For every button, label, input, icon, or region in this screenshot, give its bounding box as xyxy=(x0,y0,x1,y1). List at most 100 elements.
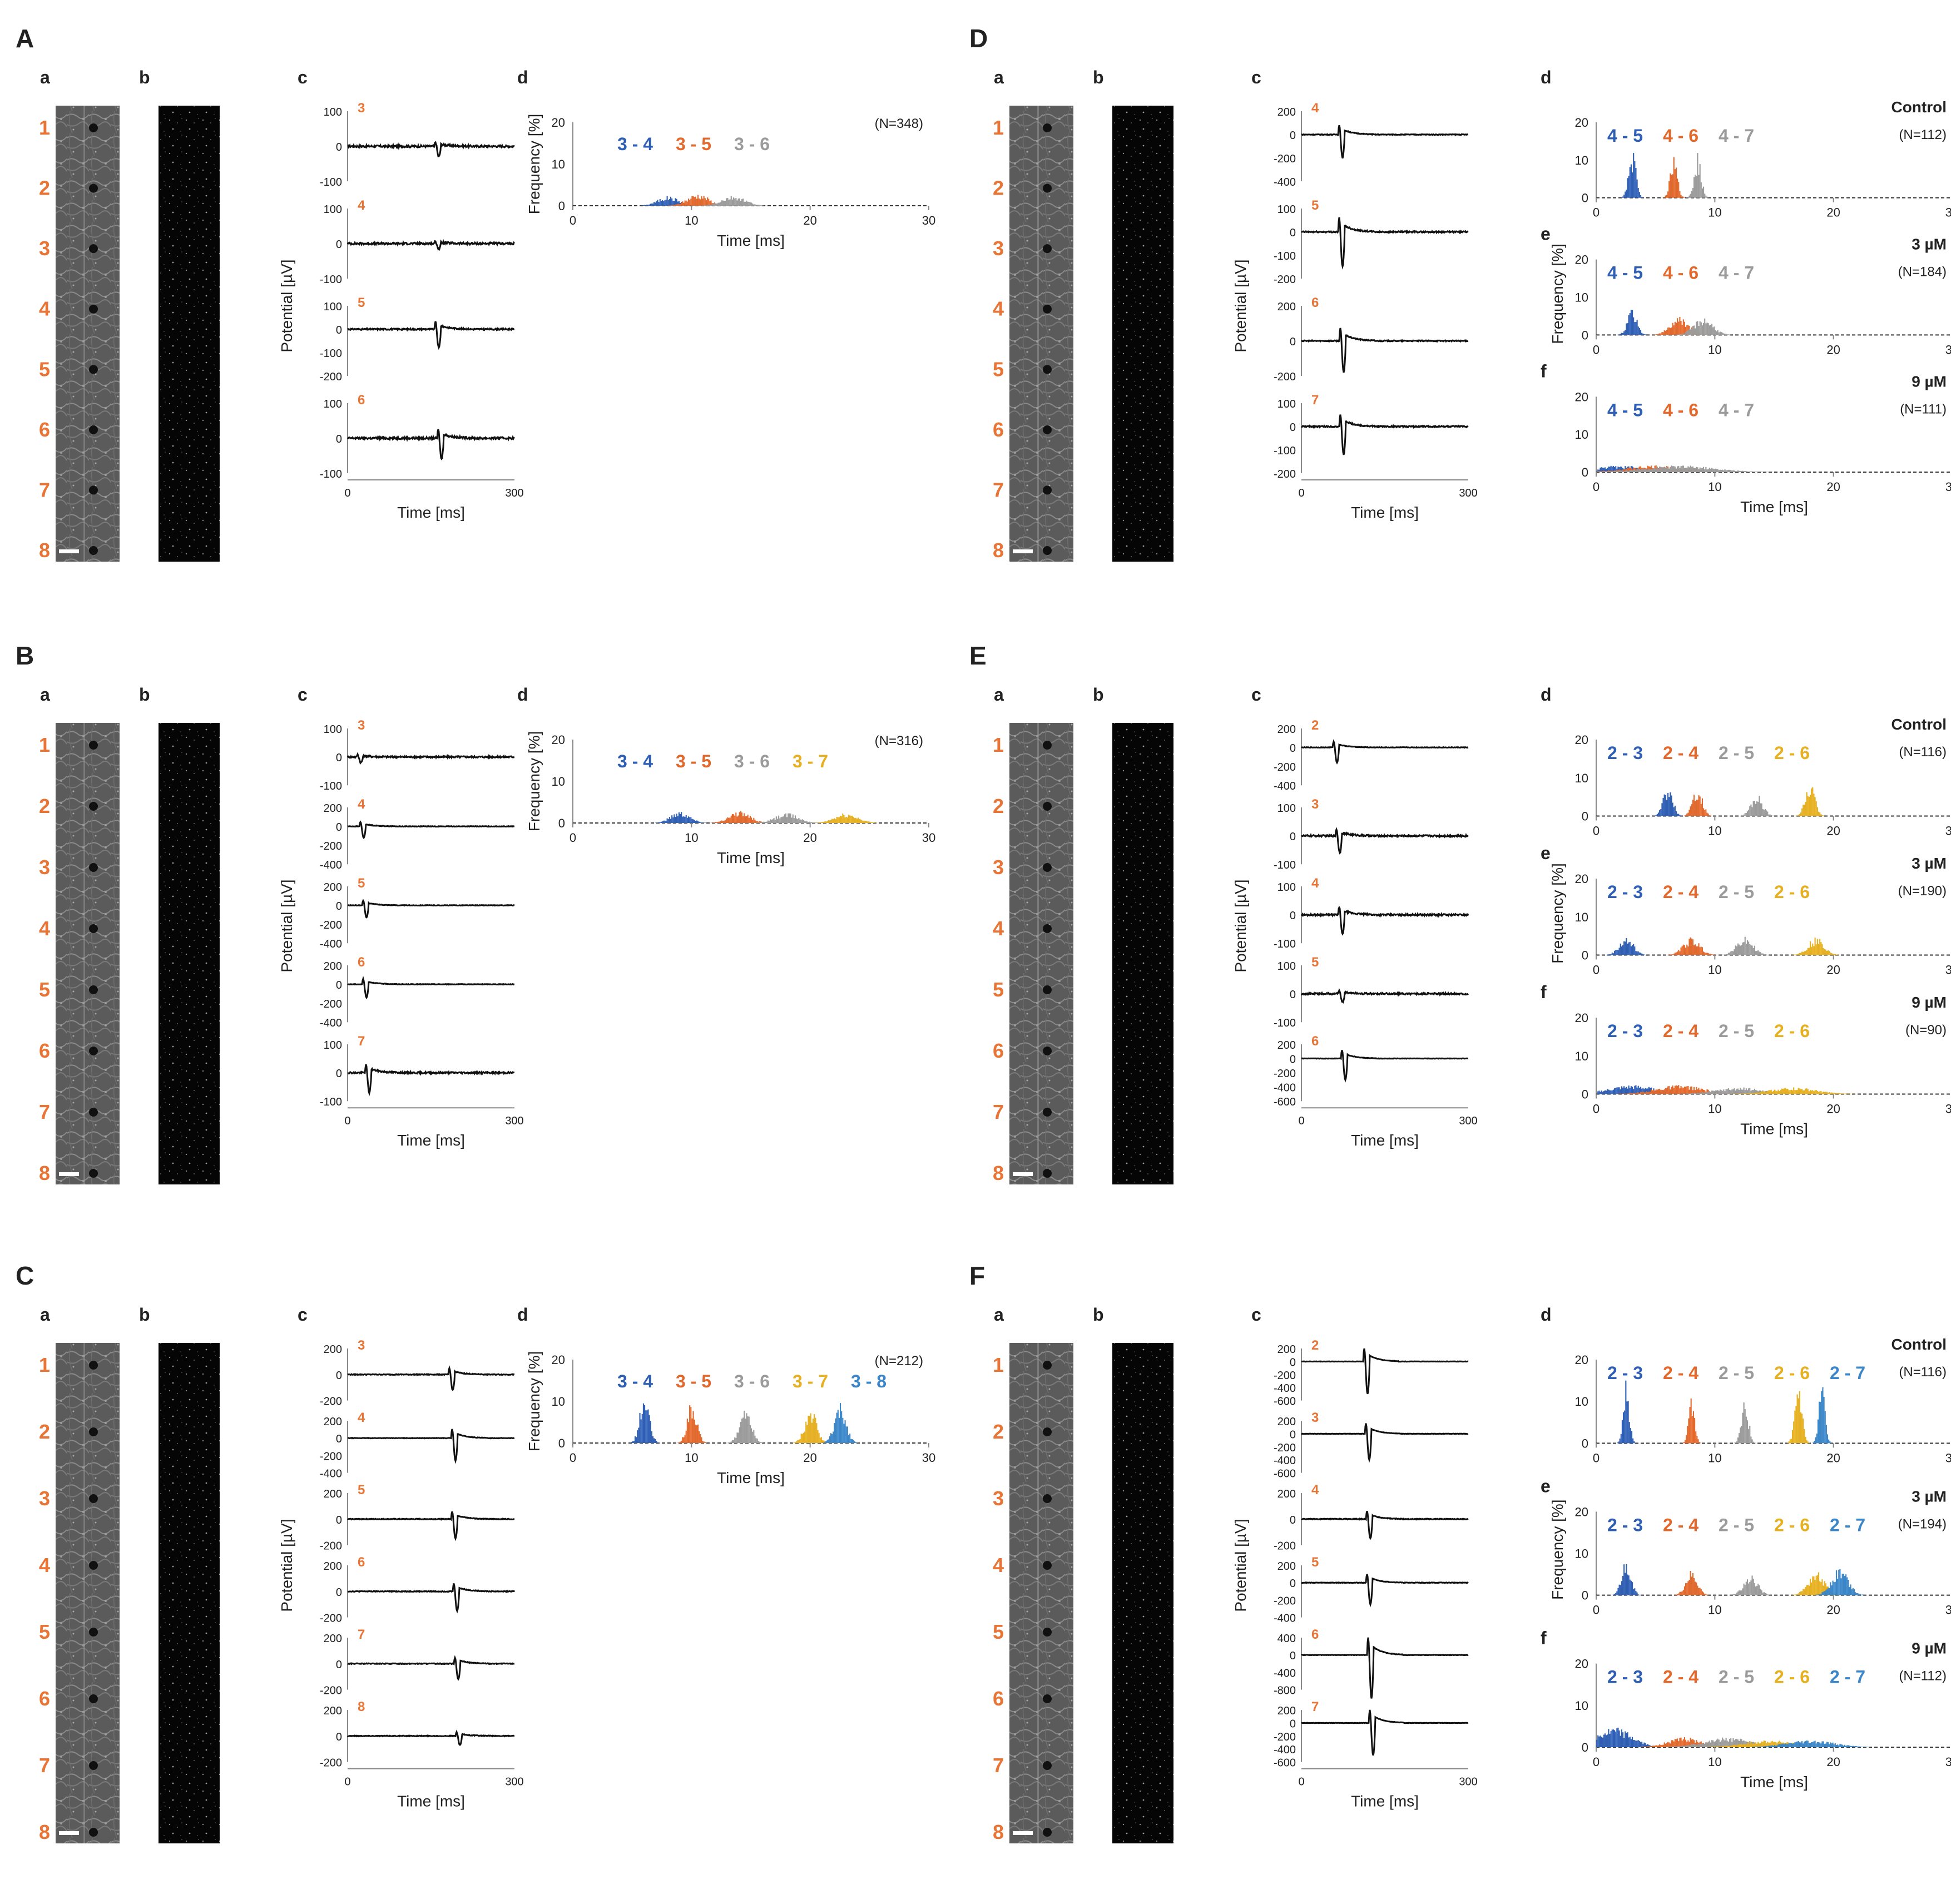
hist-bar xyxy=(1752,1743,1754,1747)
hist-bar xyxy=(1690,1398,1692,1444)
hist-bar xyxy=(794,1441,796,1443)
hist-bar xyxy=(1640,466,1642,472)
hist-bar xyxy=(1709,1091,1710,1094)
hist-bar xyxy=(1701,798,1703,816)
trace-channel-label: 4 xyxy=(358,198,365,213)
hist-bar xyxy=(1837,1093,1839,1094)
hist-bar xyxy=(729,817,731,823)
hist-bar xyxy=(1704,318,1706,335)
hist-bar xyxy=(1714,469,1715,472)
hist-bar xyxy=(1746,1579,1749,1595)
hist-x-tick: 10 xyxy=(1708,206,1721,220)
hist-bar xyxy=(696,1425,697,1443)
pair-label: 2 - 4 xyxy=(1663,1515,1699,1535)
hist-bar xyxy=(1691,1093,1692,1094)
hist-bar xyxy=(1685,468,1687,472)
hist-bar xyxy=(1741,1744,1742,1747)
trace-x-tick: 300 xyxy=(1459,1115,1477,1127)
hist-bar xyxy=(1792,1090,1794,1094)
hist-bar xyxy=(1742,470,1744,472)
hist-bar xyxy=(793,1442,795,1443)
hist-bar xyxy=(1752,801,1754,816)
hist-bar xyxy=(1609,954,1611,955)
hist-bar xyxy=(1690,465,1691,472)
hist-bar xyxy=(792,814,794,823)
hist-x-tick: 0 xyxy=(1593,343,1600,356)
hist-bar xyxy=(1637,951,1639,955)
hist-bar xyxy=(704,822,706,823)
hist-bar xyxy=(1767,1090,1769,1094)
hist-bar xyxy=(1686,814,1688,816)
hist-x-label: Time [ms] xyxy=(717,849,785,866)
electrode-number: 6 xyxy=(39,418,50,441)
pair-label: 3 - 5 xyxy=(676,751,711,771)
hist-bar xyxy=(719,202,720,206)
histogram: f2010001020302 - 32 - 42 - 52 - 62 - 79 … xyxy=(1541,1628,1951,1791)
hist-bar xyxy=(756,822,758,823)
electrode-dot xyxy=(89,802,98,811)
hist-bar xyxy=(1620,1089,1621,1094)
sublabel-d: d xyxy=(517,1305,528,1325)
trace-y-tick: -200 xyxy=(1274,371,1296,383)
hist-bar xyxy=(1627,323,1628,335)
trace-y-tick: 200 xyxy=(324,1416,342,1428)
hist-bar xyxy=(1735,1594,1736,1595)
hist-bar xyxy=(1838,1093,1840,1094)
hist-bar xyxy=(868,821,870,823)
hist-bar xyxy=(1655,1089,1657,1094)
hist-bar xyxy=(1677,318,1678,335)
hist-bar xyxy=(1622,196,1624,198)
hist-bar xyxy=(1759,1092,1760,1094)
hist-bar xyxy=(1640,469,1642,472)
pair-label: 2 - 3 xyxy=(1607,1667,1643,1687)
hist-bar xyxy=(696,820,697,823)
hist-bar xyxy=(1768,1594,1770,1595)
condition-label: 9 µM xyxy=(1912,1640,1947,1657)
hist-bar xyxy=(1829,951,1830,955)
trace-x-label: Time [ms] xyxy=(397,1793,465,1810)
trace-y-tick: -400 xyxy=(1274,1613,1296,1625)
n-label: (N=112) xyxy=(1899,1669,1947,1684)
hist-bar xyxy=(1767,1594,1769,1595)
hist-bar xyxy=(1780,1089,1781,1094)
panel-E: Ea b c d123456782000-200-40021000-10031000-… xyxy=(969,641,1951,1184)
hist-bar xyxy=(1818,944,1820,955)
hist-bar xyxy=(704,198,706,206)
condition-label: Control xyxy=(1891,1336,1947,1353)
hist-bar xyxy=(1831,1743,1833,1747)
trace-y-tick: 0 xyxy=(1290,989,1296,1001)
electrode-dot xyxy=(1043,425,1052,434)
hist-bar xyxy=(1687,1085,1689,1094)
hist-bar xyxy=(1759,1090,1760,1094)
hist-bar xyxy=(1657,812,1660,816)
hist-bar xyxy=(1790,1439,1792,1444)
hist-bar xyxy=(1808,796,1810,816)
hist-bar xyxy=(1781,1088,1782,1094)
histogram: 2010001020302 - 32 - 42 - 52 - 6Control(… xyxy=(1575,716,1951,838)
hist-bar xyxy=(1828,1093,1829,1094)
hist-y-tick: 0 xyxy=(1582,191,1588,205)
hist-x-tick: 0 xyxy=(570,831,576,845)
hist-bar xyxy=(1637,1092,1639,1094)
hist-bar xyxy=(1628,1093,1630,1094)
trace-x-tick: 0 xyxy=(344,1115,350,1127)
hist-bar xyxy=(1626,1087,1627,1094)
hist-bar xyxy=(1704,810,1706,816)
hist-bar xyxy=(1744,1585,1746,1595)
hist-bar xyxy=(1623,1412,1625,1444)
trace-y-label: Potential [µV] xyxy=(278,879,295,972)
hist-x-tick: 0 xyxy=(1593,1102,1600,1116)
hist-bar xyxy=(1698,1093,1700,1094)
hist-bar xyxy=(822,1442,824,1443)
trace-y-tick: -200 xyxy=(320,840,342,852)
electrode-number: 3 xyxy=(39,237,50,260)
hist-bar xyxy=(1757,1092,1759,1094)
electrode-number: 1 xyxy=(39,733,50,756)
hist-bar xyxy=(1774,1089,1776,1094)
hist-bar xyxy=(1674,169,1676,198)
hist-bar xyxy=(1670,173,1671,198)
hist-bar xyxy=(1628,176,1630,198)
hist-bar xyxy=(1749,1088,1751,1094)
hist-bar xyxy=(755,1438,757,1443)
electrode-dot xyxy=(1043,924,1052,933)
